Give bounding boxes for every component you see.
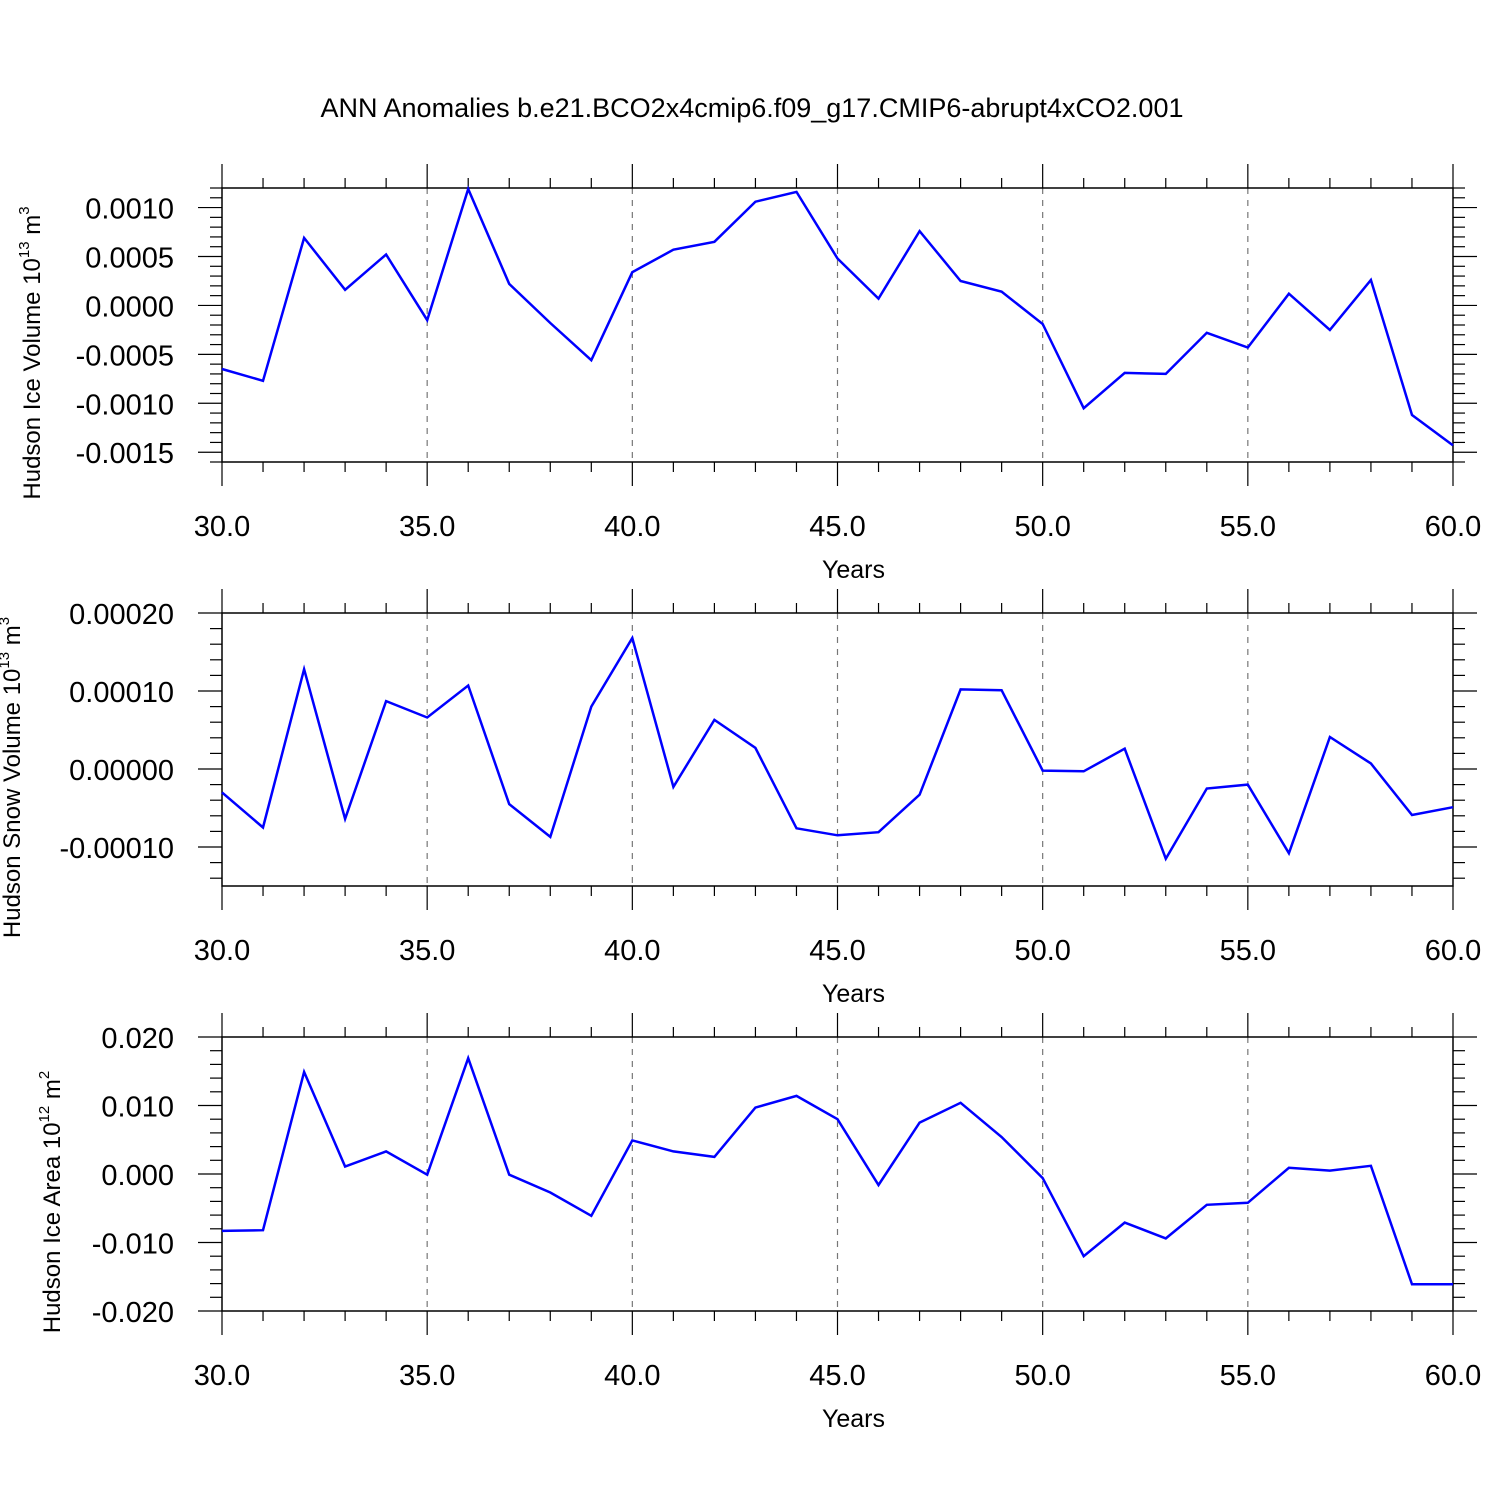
y-tick-label: -0.00010: [60, 833, 175, 865]
y-axis-label-unit: m: [0, 625, 26, 652]
y-tick-label: 0.0010: [85, 194, 174, 226]
plot-frame: [221, 612, 1454, 887]
x-tick-label: 55.0: [1220, 935, 1276, 967]
series-line: [221, 1054, 1453, 1286]
y-axis-label-unit-exponent: 3: [0, 617, 13, 625]
y-tick-label: 0.000: [101, 1160, 174, 1192]
x-axis-label: Years: [822, 1405, 885, 1433]
y-axis-label-unit: m: [39, 1079, 66, 1106]
y-axis-label: Hudson Ice Area 1012 m2: [36, 1071, 66, 1334]
x-tick-label: 30.0: [194, 511, 250, 543]
y-tick-label: 0.00000: [69, 755, 174, 787]
x-tick-label: 50.0: [1014, 1360, 1070, 1392]
x-tick-label: 40.0: [604, 1360, 660, 1392]
x-tick-label: 40.0: [604, 511, 660, 543]
y-axis-label-exponent: 13: [0, 652, 13, 669]
x-tick-label: 55.0: [1220, 511, 1276, 543]
panel-3: -0.020 -0.010 0.000 0.010 0.020 30.0 35.0 40.0 4…: [36, 1013, 1481, 1433]
x-tick-label: 45.0: [809, 935, 865, 967]
x-tick-label: 40.0: [604, 935, 660, 967]
x-tick-label: 45.0: [809, 1360, 865, 1392]
y-axis-label-unit: m: [19, 215, 46, 242]
series-line: [221, 634, 1454, 862]
panels: -0.0015 -0.0010 -0.0005 0.0000 0.0005 0.0010 3…: [0, 164, 1481, 1433]
x-tick-label: 55.0: [1220, 1360, 1276, 1392]
y-axis-label-prefix: Hudson Ice Area 10: [39, 1122, 66, 1333]
y-tick-label: 0.0000: [85, 291, 174, 323]
y-tick-label: 0.010: [101, 1092, 174, 1124]
y-tick-label: -0.0005: [76, 340, 174, 372]
x-tick-label: 60.0: [1425, 511, 1481, 543]
x-tick-label: 30.0: [194, 935, 250, 967]
y-axis-label-exponent: 12: [36, 1106, 53, 1123]
y-tick-label: -0.020: [92, 1297, 174, 1329]
y-axis-label-exponent: 13: [16, 241, 33, 258]
x-tick-label: 45.0: [809, 511, 865, 543]
y-axis-label: Hudson Ice Volume 1013 m3: [16, 206, 46, 499]
y-axis-label-unit-exponent: 3: [16, 206, 33, 214]
x-tick-label: 35.0: [399, 1360, 455, 1392]
y-tick-label: 0.020: [101, 1023, 174, 1055]
x-axis-label: Years: [822, 980, 885, 1008]
x-tick-label: 35.0: [399, 511, 455, 543]
x-tick-label: 50.0: [1014, 511, 1070, 543]
y-axis-label-unit-exponent: 2: [36, 1071, 53, 1079]
plot-frame: [221, 1036, 1454, 1312]
x-tick-label: 50.0: [1014, 935, 1070, 967]
y-axis-label: Hudson Snow Volume 1013 m3: [0, 617, 26, 938]
chart-title: ANN Anomalies b.e21.BCO2x4cmip6.f09_g17.…: [321, 93, 1184, 123]
x-axis-label: Years: [822, 556, 885, 584]
y-tick-label: -0.010: [92, 1229, 174, 1261]
panel-2: -0.00010 0.00000 0.00010 0.00020 30.0 35.0 40.…: [0, 589, 1481, 1008]
y-tick-label: 0.00020: [69, 599, 174, 631]
series-line: [221, 185, 1454, 447]
x-tick-label: 60.0: [1425, 935, 1481, 967]
x-tick-label: 30.0: [194, 1360, 250, 1392]
y-tick-label: -0.0010: [76, 389, 174, 421]
x-tick-label: 35.0: [399, 935, 455, 967]
x-tick-label: 60.0: [1425, 1360, 1481, 1392]
panel-1: -0.0015 -0.0010 -0.0005 0.0000 0.0005 0.0010 3…: [16, 164, 1481, 584]
y-tick-label: 0.00010: [69, 677, 174, 709]
y-tick-label: -0.0015: [76, 438, 174, 470]
y-axis-label-prefix: Hudson Snow Volume 10: [0, 669, 26, 939]
plot-frame: [221, 187, 1454, 463]
y-tick-label: 0.0005: [85, 243, 174, 275]
y-axis-label-prefix: Hudson Ice Volume 10: [19, 258, 46, 500]
